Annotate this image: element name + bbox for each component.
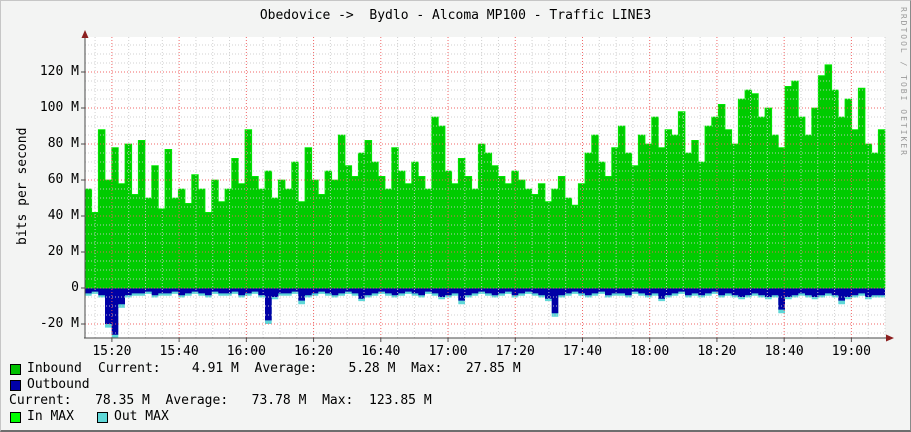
- x-tick-label: 15:20: [92, 344, 132, 359]
- y-tick-label: 80 M: [47, 136, 79, 151]
- y-tick-label: -20 M: [39, 316, 79, 331]
- x-tick-label: 17:20: [495, 344, 535, 359]
- x-tick-label: 16:00: [226, 344, 266, 359]
- legend-swatch-outbound: [10, 380, 21, 391]
- rrdtool-watermark: RRDTOOL / TOBI OETIKER: [899, 7, 908, 157]
- legend-swatch-inbound: [10, 364, 21, 375]
- x-tick-label: 16:20: [293, 344, 334, 359]
- legend-label-inbound: Inbound: [27, 361, 82, 376]
- legend-label-out-max: Out MAX: [114, 409, 169, 424]
- x-tick-label: 17:00: [428, 344, 468, 359]
- y-tick-label: 40 M: [47, 208, 79, 223]
- y-tick-label: 100 M: [39, 100, 79, 115]
- graph-title: Obedovice -> Bydlo - Alcoma MP100 - Traf…: [259, 8, 652, 23]
- x-tick-label: 19:00: [831, 344, 871, 359]
- x-tick-label: 18:40: [764, 344, 804, 359]
- y-tick-label: 60 M: [47, 172, 79, 187]
- legend-label-in-max: In MAX: [27, 409, 74, 424]
- y-tick-label: 120 M: [39, 64, 79, 79]
- x-tick-label: 15:40: [159, 344, 199, 359]
- legend-swatch-in-max: [10, 412, 21, 423]
- legend-swatch-out-max: [97, 412, 108, 423]
- y-tick-label: 0: [71, 280, 79, 295]
- y-tick-label: 20 M: [47, 244, 79, 259]
- legend-stats-outbound: Current: 78.35 M Average: 73.78 M Max: 1…: [9, 393, 432, 408]
- x-tick-label: 16:40: [361, 344, 401, 359]
- legend-stats-inbound: Current: 4.91 M Average: 5.28 M Max: 27.…: [98, 361, 521, 376]
- legend-label-outbound: Outbound: [27, 377, 90, 392]
- x-tick-label: 18:20: [697, 344, 737, 359]
- x-tick-label: 18:00: [630, 344, 670, 359]
- x-tick-label: 17:40: [562, 344, 603, 359]
